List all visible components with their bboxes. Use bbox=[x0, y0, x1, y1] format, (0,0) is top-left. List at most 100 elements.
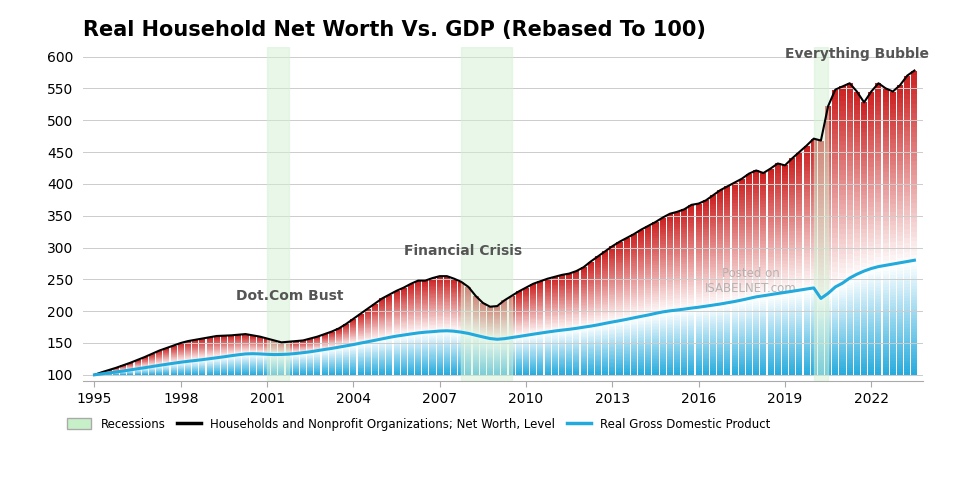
Bar bbox=[897, 103, 903, 107]
Bar bbox=[688, 340, 695, 341]
Bar bbox=[487, 372, 493, 373]
Bar bbox=[552, 326, 557, 327]
Bar bbox=[465, 347, 472, 348]
Bar bbox=[782, 327, 788, 330]
Bar bbox=[667, 291, 673, 294]
Bar bbox=[789, 348, 795, 350]
Bar bbox=[393, 353, 400, 354]
Bar bbox=[595, 374, 601, 375]
Bar bbox=[285, 366, 292, 367]
Bar bbox=[746, 295, 752, 299]
Bar bbox=[407, 294, 414, 295]
Bar bbox=[559, 301, 565, 302]
Bar bbox=[840, 373, 846, 375]
Bar bbox=[264, 366, 270, 367]
Bar bbox=[559, 276, 565, 278]
Bar bbox=[430, 363, 435, 364]
Bar bbox=[861, 323, 867, 325]
Bar bbox=[480, 309, 486, 310]
Bar bbox=[351, 319, 357, 320]
Bar bbox=[710, 352, 716, 354]
Bar bbox=[559, 366, 565, 367]
Bar bbox=[580, 352, 586, 354]
Bar bbox=[630, 270, 637, 272]
Bar bbox=[487, 344, 493, 345]
Bar bbox=[890, 131, 896, 135]
Bar bbox=[465, 287, 472, 288]
Bar bbox=[638, 280, 644, 281]
Bar bbox=[465, 323, 472, 324]
Bar bbox=[279, 364, 284, 365]
Bar bbox=[436, 301, 443, 302]
Bar bbox=[380, 353, 385, 354]
Bar bbox=[832, 316, 838, 318]
Bar bbox=[480, 326, 486, 327]
Bar bbox=[617, 242, 623, 244]
Bar bbox=[897, 98, 903, 103]
Bar bbox=[451, 285, 457, 286]
Bar bbox=[688, 358, 695, 360]
Bar bbox=[638, 350, 644, 352]
Bar bbox=[530, 294, 536, 295]
Bar bbox=[537, 361, 543, 362]
Bar bbox=[574, 367, 579, 368]
Bar bbox=[436, 357, 443, 358]
Bar bbox=[760, 262, 766, 265]
Bar bbox=[458, 284, 464, 286]
Bar bbox=[357, 330, 363, 331]
Bar bbox=[630, 291, 637, 293]
Bar bbox=[516, 324, 522, 325]
Bar bbox=[818, 325, 824, 327]
Bar bbox=[530, 344, 536, 345]
Bar bbox=[595, 285, 601, 287]
Bar bbox=[702, 317, 709, 318]
Bar bbox=[508, 348, 515, 349]
Bar bbox=[422, 292, 429, 294]
Bar bbox=[336, 363, 342, 364]
Bar bbox=[911, 278, 918, 281]
Bar bbox=[731, 215, 738, 218]
Bar bbox=[775, 167, 780, 170]
Bar bbox=[659, 355, 666, 356]
Bar bbox=[545, 342, 551, 343]
Bar bbox=[674, 308, 680, 310]
Bar bbox=[336, 370, 342, 371]
Bar bbox=[235, 361, 241, 362]
Bar bbox=[351, 321, 357, 322]
Bar bbox=[702, 296, 709, 298]
Bar bbox=[365, 353, 371, 354]
Bar bbox=[825, 342, 831, 344]
Bar bbox=[875, 323, 881, 326]
Bar bbox=[840, 146, 846, 150]
Bar bbox=[386, 308, 392, 310]
Bar bbox=[530, 330, 536, 332]
Bar bbox=[696, 353, 702, 355]
Bar bbox=[357, 341, 363, 342]
Bar bbox=[480, 336, 486, 337]
Bar bbox=[595, 301, 601, 302]
Bar bbox=[681, 272, 687, 274]
Bar bbox=[480, 327, 486, 328]
Bar bbox=[487, 332, 493, 333]
Bar bbox=[422, 282, 429, 283]
Bar bbox=[725, 285, 730, 288]
Bar bbox=[574, 280, 579, 281]
Bar bbox=[415, 370, 421, 371]
Bar bbox=[897, 134, 903, 138]
Bar bbox=[487, 353, 493, 354]
Bar bbox=[875, 285, 881, 288]
Bar bbox=[854, 224, 860, 228]
Bar bbox=[825, 316, 831, 318]
Bar bbox=[797, 266, 802, 269]
Bar bbox=[659, 321, 666, 323]
Bar bbox=[566, 336, 572, 337]
Bar bbox=[271, 358, 278, 359]
Bar bbox=[407, 287, 414, 289]
Bar bbox=[840, 359, 846, 361]
Bar bbox=[372, 336, 378, 337]
Bar bbox=[436, 359, 443, 360]
Bar bbox=[782, 197, 788, 200]
Bar bbox=[235, 351, 241, 352]
Bar bbox=[228, 347, 234, 348]
Bar bbox=[314, 366, 320, 367]
